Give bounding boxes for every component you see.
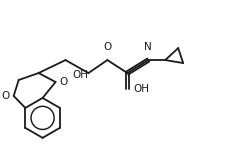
Text: N: N xyxy=(144,42,152,52)
Text: OH: OH xyxy=(73,70,88,80)
Text: O: O xyxy=(1,91,10,101)
Text: O: O xyxy=(103,42,112,52)
Text: OH: OH xyxy=(133,84,149,94)
Text: O: O xyxy=(60,77,68,87)
